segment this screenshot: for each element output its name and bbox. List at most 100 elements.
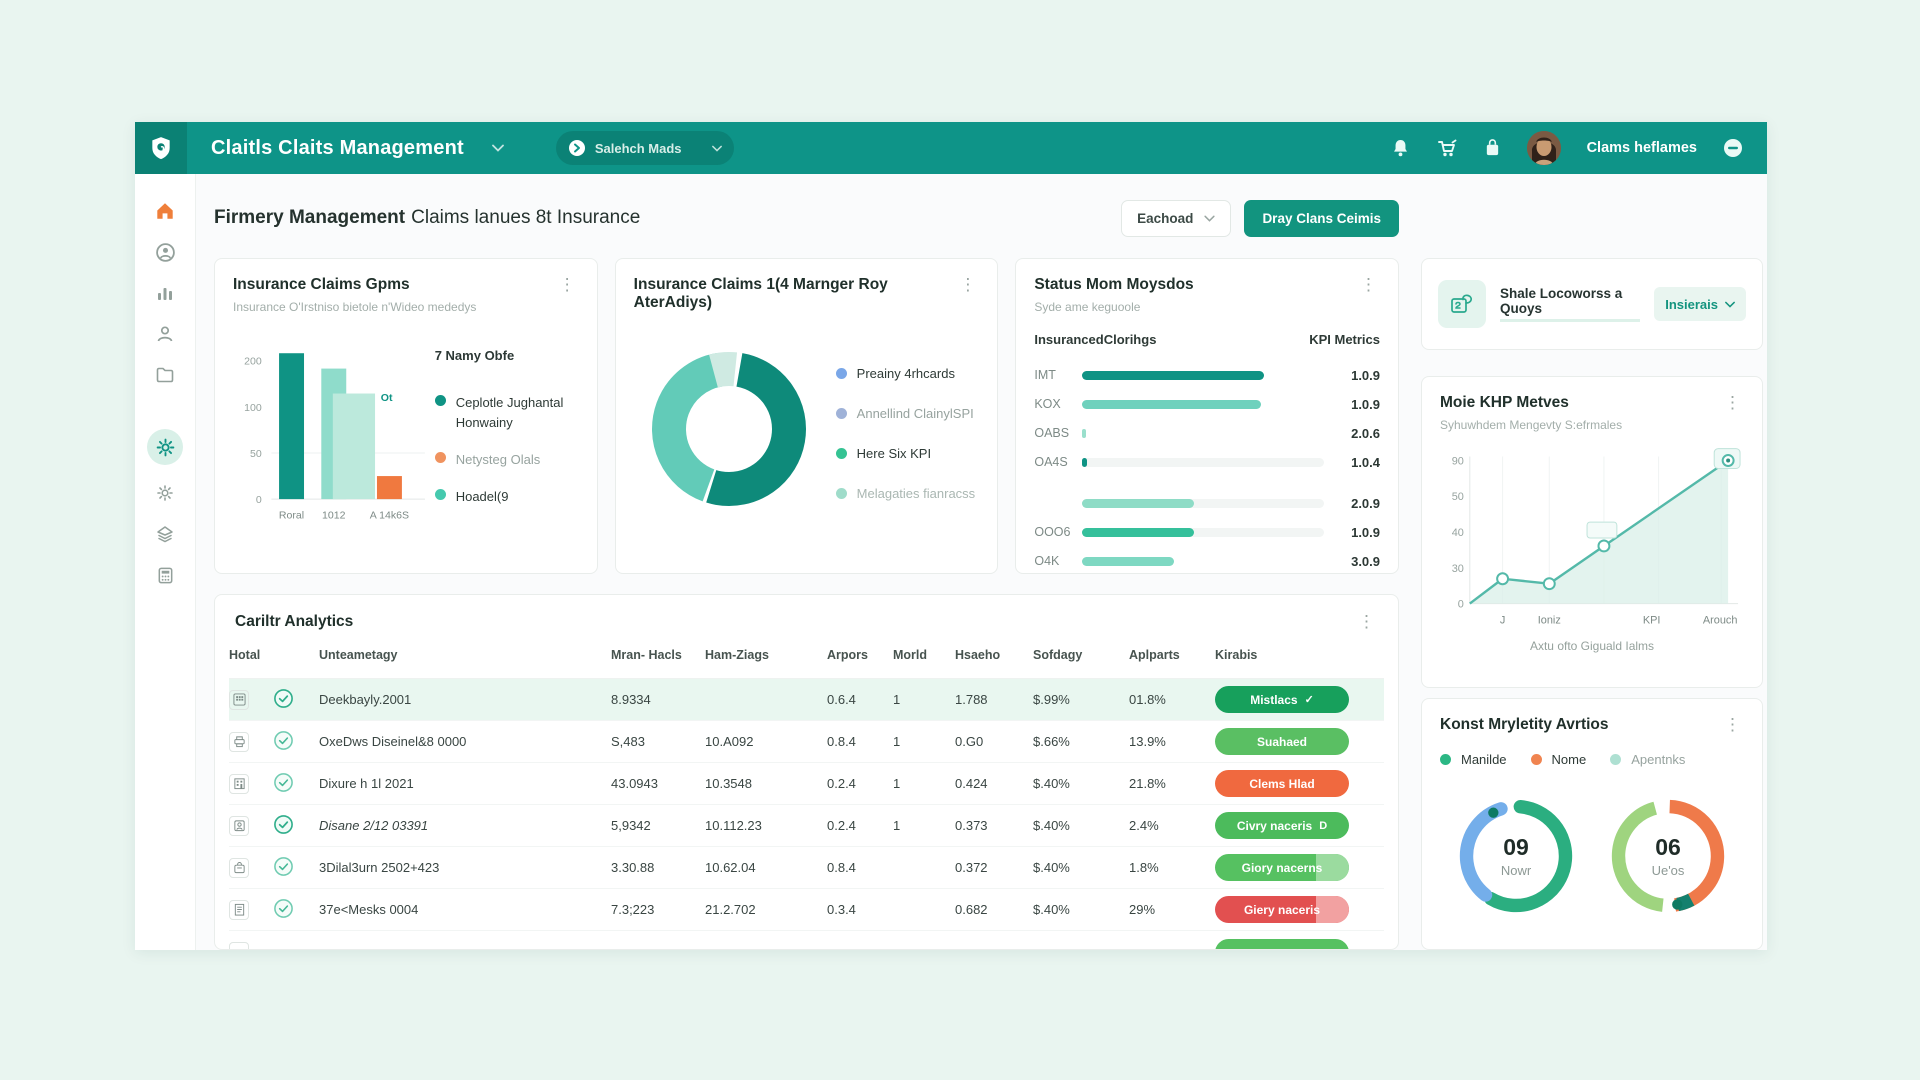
svg-text:50: 50 [250, 448, 262, 460]
share-dropdown-button[interactable]: Insierais [1654, 287, 1746, 321]
kebab-menu-icon[interactable]: ⋮ [1358, 612, 1375, 631]
svg-text:0: 0 [1458, 599, 1464, 611]
user-avatar[interactable] [1526, 131, 1561, 165]
status-bar [1082, 370, 1264, 380]
sidebar-item-settings[interactable] [148, 480, 182, 506]
legend-dot [835, 448, 847, 459]
status-col-label: InsurancedClorihgs [1034, 332, 1157, 347]
status-badge: Civry naceris D [1215, 812, 1349, 839]
sidebar-item-home[interactable] [148, 198, 182, 224]
check-circle-icon [273, 898, 319, 922]
donut-label: Ue'os [1651, 863, 1685, 878]
legend-item: Nome [1530, 752, 1586, 767]
status-bar [1082, 428, 1086, 438]
sidebar-item-calculator[interactable] [148, 562, 182, 588]
legend-dot [1530, 754, 1542, 765]
kebab-menu-icon[interactable]: ⋮ [959, 275, 977, 294]
bar-chart-legend: 7 Namy Obfe Ceplotle Jughantal Honwainy … [434, 324, 579, 536]
search-go-icon [568, 140, 585, 156]
svg-text:200: 200 [244, 356, 262, 368]
status-bar [1082, 399, 1262, 409]
person-badge-icon [229, 815, 249, 836]
search-text: Salehch Mads [594, 140, 682, 156]
svg-text:40: 40 [1452, 527, 1464, 539]
svg-text:0: 0 [256, 494, 262, 506]
home-icon [157, 203, 173, 219]
card-status-metrics: Status Mom Moysdos Syde ame keguoole ⋮ I… [1015, 258, 1400, 574]
kebab-menu-icon[interactable]: ⋮ [1724, 715, 1741, 734]
konst-legend: Manilde Nome Apentnks [1440, 752, 1744, 767]
legend-item: Apentnks [1610, 752, 1685, 767]
kebab-menu-icon[interactable]: ⋮ [1724, 393, 1741, 412]
grid-icon [229, 942, 249, 949]
do-not-disturb-icon[interactable] [1723, 138, 1743, 158]
svg-text:J: J [1500, 614, 1505, 626]
card-title: Konst Mryletity Avrtios [1440, 716, 1609, 733]
card-insurance-claims-marnger: Insurance Claims 1(4 Marnger Roy AterAdi… [614, 258, 999, 574]
check-circle-icon [273, 730, 319, 754]
notifications-bell-icon[interactable] [1391, 138, 1410, 159]
export-dropdown-button[interactable]: Eachoad [1121, 199, 1232, 237]
table-row[interactable]: 37e<Mesks 0004 7.3;223 21.2.702 0.3.4 0.… [229, 889, 1384, 931]
status-row: 2.0.9 [1034, 495, 1380, 511]
check-circle-icon [273, 772, 319, 796]
status-badge: Giory nacerns [1215, 854, 1349, 881]
sidebar-item-analytics[interactable] [148, 280, 182, 306]
legend-item: Manilde [1440, 752, 1507, 767]
status-badge [1215, 938, 1349, 949]
kebab-menu-icon[interactable]: ⋮ [1360, 275, 1378, 294]
new-claim-button[interactable]: Dray Clans Ceimis [1244, 199, 1399, 237]
badge-tail [1315, 896, 1349, 923]
donut-nowr: 09 Nowr [1449, 789, 1583, 923]
card-subtitle: Syde ame keguoole [1034, 300, 1141, 314]
status-bar [1082, 527, 1194, 537]
kpi-line-chart: 90 50 40 30 0 J Ion [1452, 448, 1741, 626]
card-subtitle: Syhuwhdem Mengevty S:efrmales [1440, 418, 1623, 432]
legend-dot [434, 489, 446, 501]
table-row[interactable]: Disane 2/12 03391 5,9342 10.112.23 0.2.4… [229, 805, 1384, 847]
chevron-down-icon[interactable] [491, 144, 504, 152]
search-input[interactable]: Salehch Mads [555, 131, 734, 165]
table-header-row: Hotal Unteametagy Mran- Hacls Ham-Ziags … [229, 643, 1384, 679]
bag-icon[interactable] [1484, 138, 1501, 158]
svg-text:A 14k6S: A 14k6S [370, 509, 409, 521]
svg-text:KPI: KPI [1643, 614, 1661, 626]
table-row[interactable]: OxeDws Diseinel&8 0000 S,483 10.A092 0.8… [229, 721, 1384, 763]
app-logo[interactable] [135, 122, 187, 174]
shield-logo-icon [152, 137, 170, 160]
page-title-suffix: Claims lanues 8t Insurance [411, 207, 641, 228]
legend-item: Annellind ClainylSPI [835, 406, 976, 421]
folder-icon [156, 367, 174, 383]
sidebar-item-users[interactable] [148, 321, 182, 347]
legend-dot [835, 368, 847, 379]
username-label: Clams heflames [1586, 140, 1697, 156]
svg-text:Ot: Ot [381, 392, 393, 404]
sidebar-item-filters[interactable] [148, 521, 182, 547]
app-title: Claitls Claits Management [211, 136, 464, 159]
page-title-bold: Firmery Management [214, 207, 406, 228]
status-badge: Mistlacs ✓ [1215, 686, 1349, 713]
table-row[interactable]: Dixure h 1l 2021 43.0943 10.3548 0.2.4 1… [229, 763, 1384, 805]
table-row[interactable]: 3Dilal3urn 2502+423 3.30.88 10.62.04 0.8… [229, 847, 1384, 889]
sidebar-item-files[interactable] [148, 362, 182, 388]
status-bar [1082, 457, 1088, 467]
table-row[interactable]: Deekbayly.2001 8.9334 0.6.4 1 1.788 $.99… [229, 679, 1384, 721]
cart-icon[interactable] [1436, 138, 1458, 158]
legend-item: Netysteg Olals [434, 450, 579, 470]
chevron-down-icon [1204, 215, 1216, 222]
svg-text:Roral: Roral [279, 509, 304, 521]
status-row: OA4S 1.0.4 [1034, 454, 1381, 470]
calculator-icon [158, 567, 172, 583]
search-chevron-icon [711, 145, 722, 152]
user-icon [157, 326, 173, 342]
claims-donut-chart [651, 352, 806, 506]
sidebar-item-profile[interactable] [148, 239, 182, 265]
card-subtitle: Insurance O'Irstniso bietole n'Wideo med… [233, 300, 477, 314]
top-navigation-bar: Claitls Claits Management Salehch Mads [135, 122, 1767, 174]
legend-dot [434, 452, 446, 464]
card-konst-ratios: Konst Mryletity Avrtios ⋮ Manilde Nome A… [1421, 698, 1763, 950]
building-icon [229, 773, 249, 794]
card-insurance-claims-gpms: Insurance Claims Gpms Insurance O'Irstni… [214, 258, 598, 574]
sidebar-item-claims-settings[interactable] [147, 429, 183, 465]
kebab-menu-icon[interactable]: ⋮ [558, 275, 576, 294]
